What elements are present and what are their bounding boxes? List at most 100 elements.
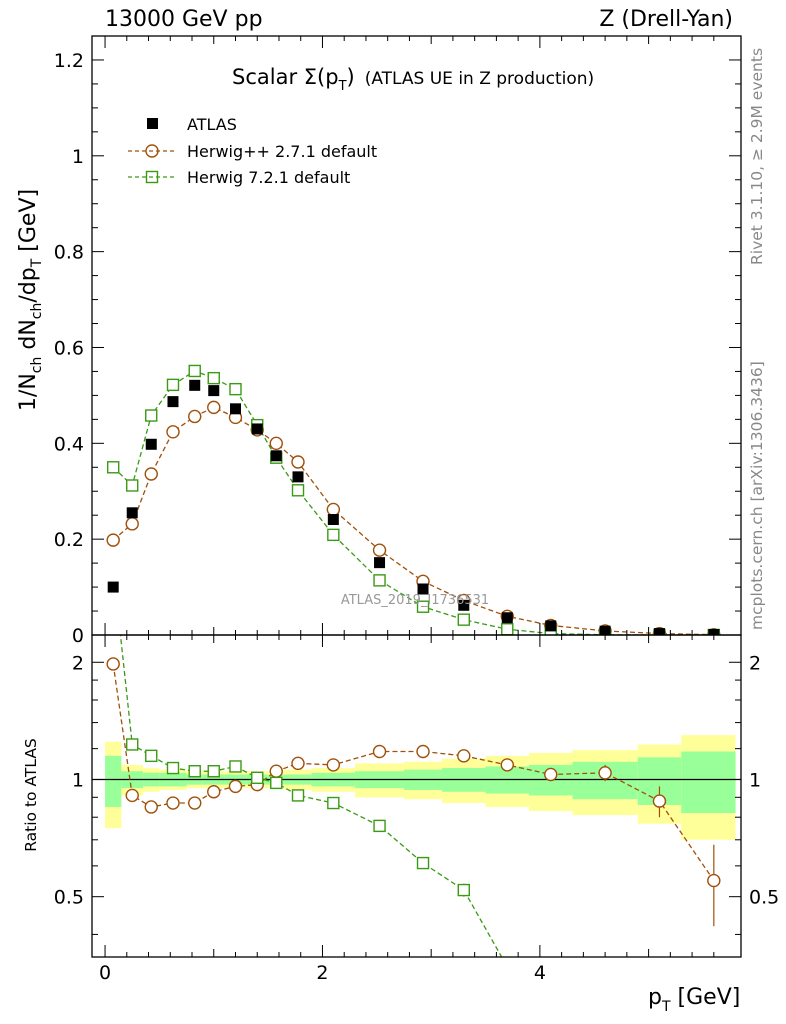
main-point-atlas (107, 581, 119, 593)
main-point-atlas (417, 583, 429, 595)
main-point-herwig7 (166, 378, 180, 392)
main-point-atlas (327, 514, 339, 526)
ratio-series (106, 562, 721, 957)
process-label: Z (Drell-Yan) (599, 7, 733, 32)
ratio-point-herwig7 (145, 749, 158, 763)
main-point-herwigpp (144, 467, 158, 481)
ratio-point-herwig7 (108, 562, 119, 573)
legend-herwig7-marker (145, 170, 159, 184)
ratio-point-herwig7 (207, 765, 220, 778)
main-point-atlas (167, 396, 179, 408)
main-ytick-label: 0 (72, 625, 84, 647)
legend-herwigpp-label: Herwig++ 2.7.1 default (187, 142, 377, 161)
legend-atlas-label: ATLAS (187, 115, 237, 134)
main-point-herwigpp (125, 517, 139, 531)
ratio-point-herwig7 (229, 760, 242, 773)
ratio-ytick-label: 0.5 (54, 887, 84, 909)
main-point-herwigpp (291, 455, 305, 469)
main-point-atlas (270, 450, 282, 462)
ratio-point-herwig7 (188, 765, 201, 778)
main-point-atlas (653, 628, 665, 635)
ratio-point-herwigpp (707, 873, 721, 888)
main-ytick-label: 1 (72, 146, 84, 168)
main-point-herwigpp (166, 425, 180, 439)
main-point-herwig7 (229, 382, 242, 396)
main-point-herwig7 (416, 600, 430, 613)
main-point-herwig7 (126, 479, 139, 492)
main-point-herwig7 (291, 484, 305, 497)
ratio-point-herwig7 (457, 883, 470, 897)
main-point-herwig7 (457, 613, 470, 626)
ratio-point-herwig7 (166, 761, 180, 775)
main-point-herwig7 (501, 623, 514, 635)
ratio-point-herwigpp (372, 744, 387, 759)
ratio-ytick-label-right: 0.5 (749, 887, 779, 909)
ratio-point-herwigpp (598, 766, 612, 780)
ratio-point-herwig7 (291, 789, 305, 802)
ratio-xtick-label: 4 (534, 962, 546, 984)
main-point-atlas (292, 471, 304, 483)
ratio-point-herwigpp (166, 796, 180, 810)
ratio-point-herwigpp (416, 744, 430, 759)
main-point-herwig7 (207, 371, 220, 385)
ratio-point-herwigpp (144, 800, 158, 814)
ratio-point-herwigpp (544, 767, 558, 782)
main-point-herwig7 (106, 461, 120, 474)
main-point-atlas (229, 403, 241, 415)
ratio-point-herwigpp (125, 788, 139, 803)
legend-herwig7-label: Herwig 7.2.1 default (187, 168, 350, 187)
band-inner-bin (681, 751, 736, 814)
main-ytick-label: 0.4 (54, 433, 84, 455)
ratio-point-herwig7 (126, 738, 139, 751)
ratio-frame (91, 634, 742, 958)
ratio-point-herwigpp (326, 758, 341, 772)
energy-label: 13000 GeV pp (105, 7, 263, 32)
title-detail: (ATLAS UE in Z production) (365, 69, 594, 89)
rivet-label: Rivet 3.1.10, ≥ 2.9M events (748, 48, 766, 265)
main-point-herwig7 (373, 574, 386, 587)
ratio-ytick-label-right: 2 (749, 652, 761, 674)
ratio-panel (92, 562, 741, 957)
main-point-atlas (374, 557, 386, 569)
ratio-point-herwigpp (188, 796, 202, 810)
x-axis-label: pT [GeV] (648, 985, 740, 1015)
main-point-herwigpp (106, 533, 120, 547)
ratio-point-herwigpp (228, 779, 243, 794)
ratio-point-herwigpp (207, 785, 221, 799)
main-point-atlas (145, 438, 157, 450)
title-subscript: T (338, 79, 347, 94)
ratio-point-herwig7 (373, 819, 386, 833)
axes: 0 0.2 0.4 0.6 0.8 1 1.2 0 2 4 0.5 0.5 1 1 2 2 (54, 35, 779, 984)
ratio-ytick-label: 2 (72, 652, 84, 674)
watermark: ATLAS_2019_I1736531 (341, 593, 489, 608)
mcplots-label: mcplots.cern.ch [arXiv:1306.3436] (748, 361, 766, 630)
ratio-point-herwigpp (457, 749, 471, 763)
legend: ATLAS Herwig++ 2.7.1 default Herwig 7.2.… (128, 115, 377, 187)
main-point-atlas (545, 620, 557, 632)
main-point-atlas (208, 385, 220, 397)
chart-title: Scalar Σ(pT) (ATLAS UE in Z production) (232, 65, 594, 94)
main-point-herwigpp (372, 543, 387, 557)
main-point-herwigpp (188, 409, 202, 424)
band-inner-bin (105, 755, 122, 807)
main-ytick-label: 0.2 (54, 529, 84, 551)
ratio-point-herwig7 (270, 776, 283, 790)
main-point-herwig7 (188, 364, 201, 378)
main-point-herwigpp (269, 436, 283, 451)
main-point-herwigpp (207, 400, 221, 415)
main-point-herwigpp (326, 502, 341, 517)
main-point-atlas (189, 379, 201, 391)
legend-atlas-marker (147, 118, 158, 129)
ratio-ylabel: Ratio to ATLAS (22, 738, 40, 852)
main-point-herwig7 (145, 409, 158, 422)
main-ytick-label: 0.8 (54, 242, 84, 264)
ratio-point-herwigpp (269, 764, 283, 778)
ratio-point-herwigpp (106, 657, 120, 671)
main-point-herwig7 (327, 528, 340, 542)
main-ylabel: 1/Nch dNch/dpT [GeV] (16, 189, 45, 411)
ratio-point-herwigpp (652, 794, 667, 808)
main-ytick-label: 1.2 (54, 50, 84, 72)
main-point-atlas (458, 599, 470, 611)
main-point-atlas (501, 612, 513, 624)
